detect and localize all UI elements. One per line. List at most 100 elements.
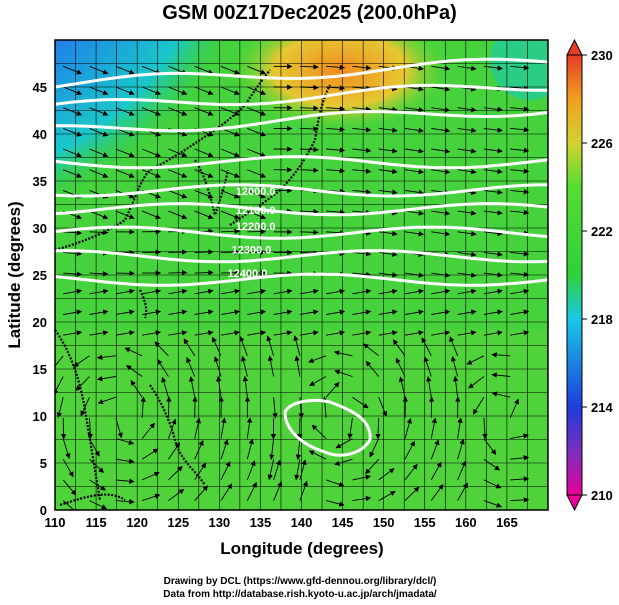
streamline-arrow bbox=[430, 439, 440, 460]
y-tick-label: 0 bbox=[40, 503, 47, 518]
streamlines bbox=[55, 63, 530, 510]
streamline-arrow bbox=[392, 339, 406, 357]
streamline-arrow bbox=[352, 106, 372, 112]
streamline-arrow bbox=[375, 417, 381, 440]
contour-labels: 12000.0 12100.0 12200.0 12300.0 12400.0 bbox=[228, 186, 276, 280]
height-contours bbox=[55, 57, 548, 287]
streamline-arrow bbox=[242, 375, 249, 398]
streamline-arrow bbox=[194, 107, 214, 116]
streamline-arrow bbox=[89, 438, 100, 457]
streamline-arrow bbox=[510, 309, 530, 315]
colorbar-tick-label: 226 bbox=[591, 136, 613, 151]
streamline-arrow bbox=[404, 106, 424, 113]
streamline-arrow bbox=[378, 230, 398, 237]
streamline-arrow bbox=[141, 448, 159, 460]
streamline-arrow bbox=[247, 288, 267, 295]
streamline-arrow bbox=[220, 439, 229, 460]
colorbar-top-arrow bbox=[566, 38, 583, 56]
streamline-arrow bbox=[326, 64, 346, 71]
streamline-arrow bbox=[510, 433, 529, 440]
streamline-arrow bbox=[431, 231, 451, 237]
streamline-arrow bbox=[63, 230, 83, 236]
y-tick-label: 25 bbox=[33, 268, 47, 283]
streamline-arrow bbox=[483, 251, 503, 257]
streamline-arrow bbox=[352, 65, 372, 71]
streamline-arrow bbox=[457, 106, 477, 113]
streamline-arrow bbox=[141, 210, 162, 220]
streamline-arrow bbox=[378, 468, 395, 481]
streamline-arrow bbox=[483, 330, 503, 336]
streamline-arrow bbox=[246, 417, 253, 439]
x-tick-label: 140 bbox=[291, 515, 313, 530]
streamline-arrow bbox=[510, 189, 530, 195]
streamline-arrow bbox=[247, 309, 267, 315]
streamline-arrow bbox=[194, 249, 214, 255]
streamline-arrow bbox=[431, 309, 451, 315]
streamline-arrow bbox=[168, 270, 188, 276]
streamline-arrow bbox=[273, 330, 293, 336]
streamline-arrow bbox=[299, 480, 308, 501]
streamline-arrow bbox=[247, 210, 267, 220]
streamline-arrow bbox=[299, 330, 319, 336]
streamline-arrow bbox=[142, 330, 162, 336]
streamline-arrow bbox=[466, 355, 485, 365]
streamline-arrow bbox=[352, 168, 372, 174]
streamline-arrow bbox=[293, 335, 301, 356]
streamline-arrow bbox=[140, 396, 146, 418]
streamline-arrow bbox=[457, 210, 477, 216]
streamline-arrow bbox=[294, 355, 301, 377]
streamline-arrow bbox=[483, 500, 503, 508]
streamline-arrow bbox=[125, 365, 143, 377]
streamline-arrow bbox=[89, 65, 109, 75]
colorbar: 210 214 218 222 226 230 bbox=[566, 38, 613, 512]
streamline-arrow bbox=[89, 271, 109, 277]
streamline-arrow bbox=[510, 271, 530, 278]
heatmap-cyan-patch bbox=[490, 40, 548, 100]
streamline-arrow bbox=[63, 169, 83, 178]
streamline-arrow bbox=[194, 169, 214, 178]
streamline-arrow bbox=[115, 127, 135, 137]
streamline-arrow bbox=[334, 458, 353, 466]
coastline-borneo bbox=[59, 493, 126, 507]
streamline-arrow bbox=[404, 440, 415, 460]
contour-label: 12200.0 bbox=[236, 221, 276, 233]
y-tick-label: 35 bbox=[33, 174, 47, 189]
x-axis-label: Longitude (degrees) bbox=[220, 539, 383, 558]
streamline-arrow bbox=[56, 397, 64, 418]
colorbar-gradient bbox=[566, 54, 583, 496]
streamline-arrow bbox=[168, 488, 185, 501]
height-contour-line bbox=[55, 57, 548, 89]
contour-label: 12300.0 bbox=[232, 244, 272, 256]
streamline-arrow bbox=[378, 189, 398, 195]
streamline-arrow bbox=[141, 169, 162, 178]
streamline-arrow bbox=[89, 169, 109, 178]
streamline-arrow bbox=[141, 148, 162, 158]
streamline-arrow bbox=[378, 168, 398, 175]
streamline-arrow bbox=[352, 474, 372, 481]
streamline-arrow bbox=[431, 148, 451, 154]
streamline-arrow bbox=[449, 336, 459, 356]
streamline-arrow bbox=[240, 355, 248, 377]
streamline-arrow bbox=[62, 438, 71, 459]
streamline-arrow bbox=[97, 396, 116, 405]
x-tick-label: 125 bbox=[167, 515, 189, 530]
streamline-arrow bbox=[220, 417, 227, 439]
streamline-arrow bbox=[63, 271, 83, 277]
streamline-arrow bbox=[404, 231, 424, 237]
streamline-arrow bbox=[89, 288, 109, 295]
streamline-arrow bbox=[325, 381, 340, 398]
height-contour-line bbox=[55, 155, 548, 170]
streamline-arrow bbox=[378, 288, 398, 295]
coastline-korea bbox=[194, 159, 230, 219]
streamline-arrow bbox=[168, 107, 188, 116]
streamline-arrow bbox=[247, 169, 267, 178]
streamline-arrow bbox=[509, 398, 519, 419]
streamline-arrow bbox=[347, 417, 353, 440]
x-tick-label: 145 bbox=[332, 515, 354, 530]
coastline-china bbox=[55, 69, 271, 252]
streamline-arrow bbox=[89, 309, 109, 315]
streamline-arrow bbox=[430, 461, 442, 481]
streamline-arrow bbox=[62, 458, 74, 478]
streamline-arrow bbox=[483, 230, 503, 237]
streamline-arrow bbox=[404, 463, 418, 481]
